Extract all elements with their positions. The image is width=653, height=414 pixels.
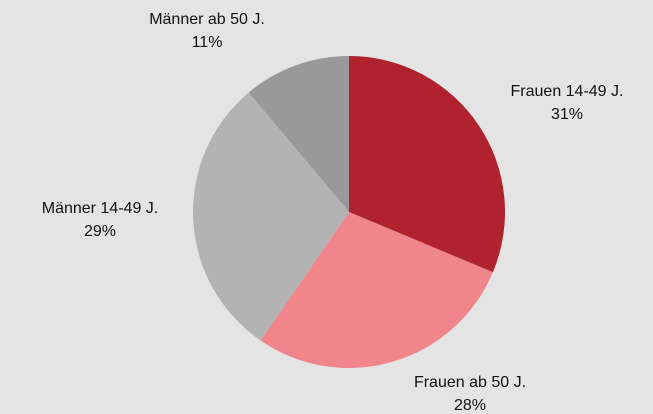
slice-label: Männer 14-49 J. (42, 200, 159, 217)
slice-value-label: 28% (454, 397, 486, 414)
pie-slice (260, 212, 493, 368)
slice-label: Frauen ab 50 J. (414, 374, 526, 391)
slice-value-label: 29% (84, 223, 116, 240)
slice-label: Männer ab 50 J. (149, 11, 265, 28)
pie-slice (248, 56, 349, 212)
pie-slice (193, 92, 349, 341)
slice-value-label: 31% (551, 106, 583, 123)
slice-label: Frauen 14-49 J. (511, 83, 624, 100)
slice-value-label: 11% (192, 34, 223, 51)
pie-slice (349, 56, 505, 273)
